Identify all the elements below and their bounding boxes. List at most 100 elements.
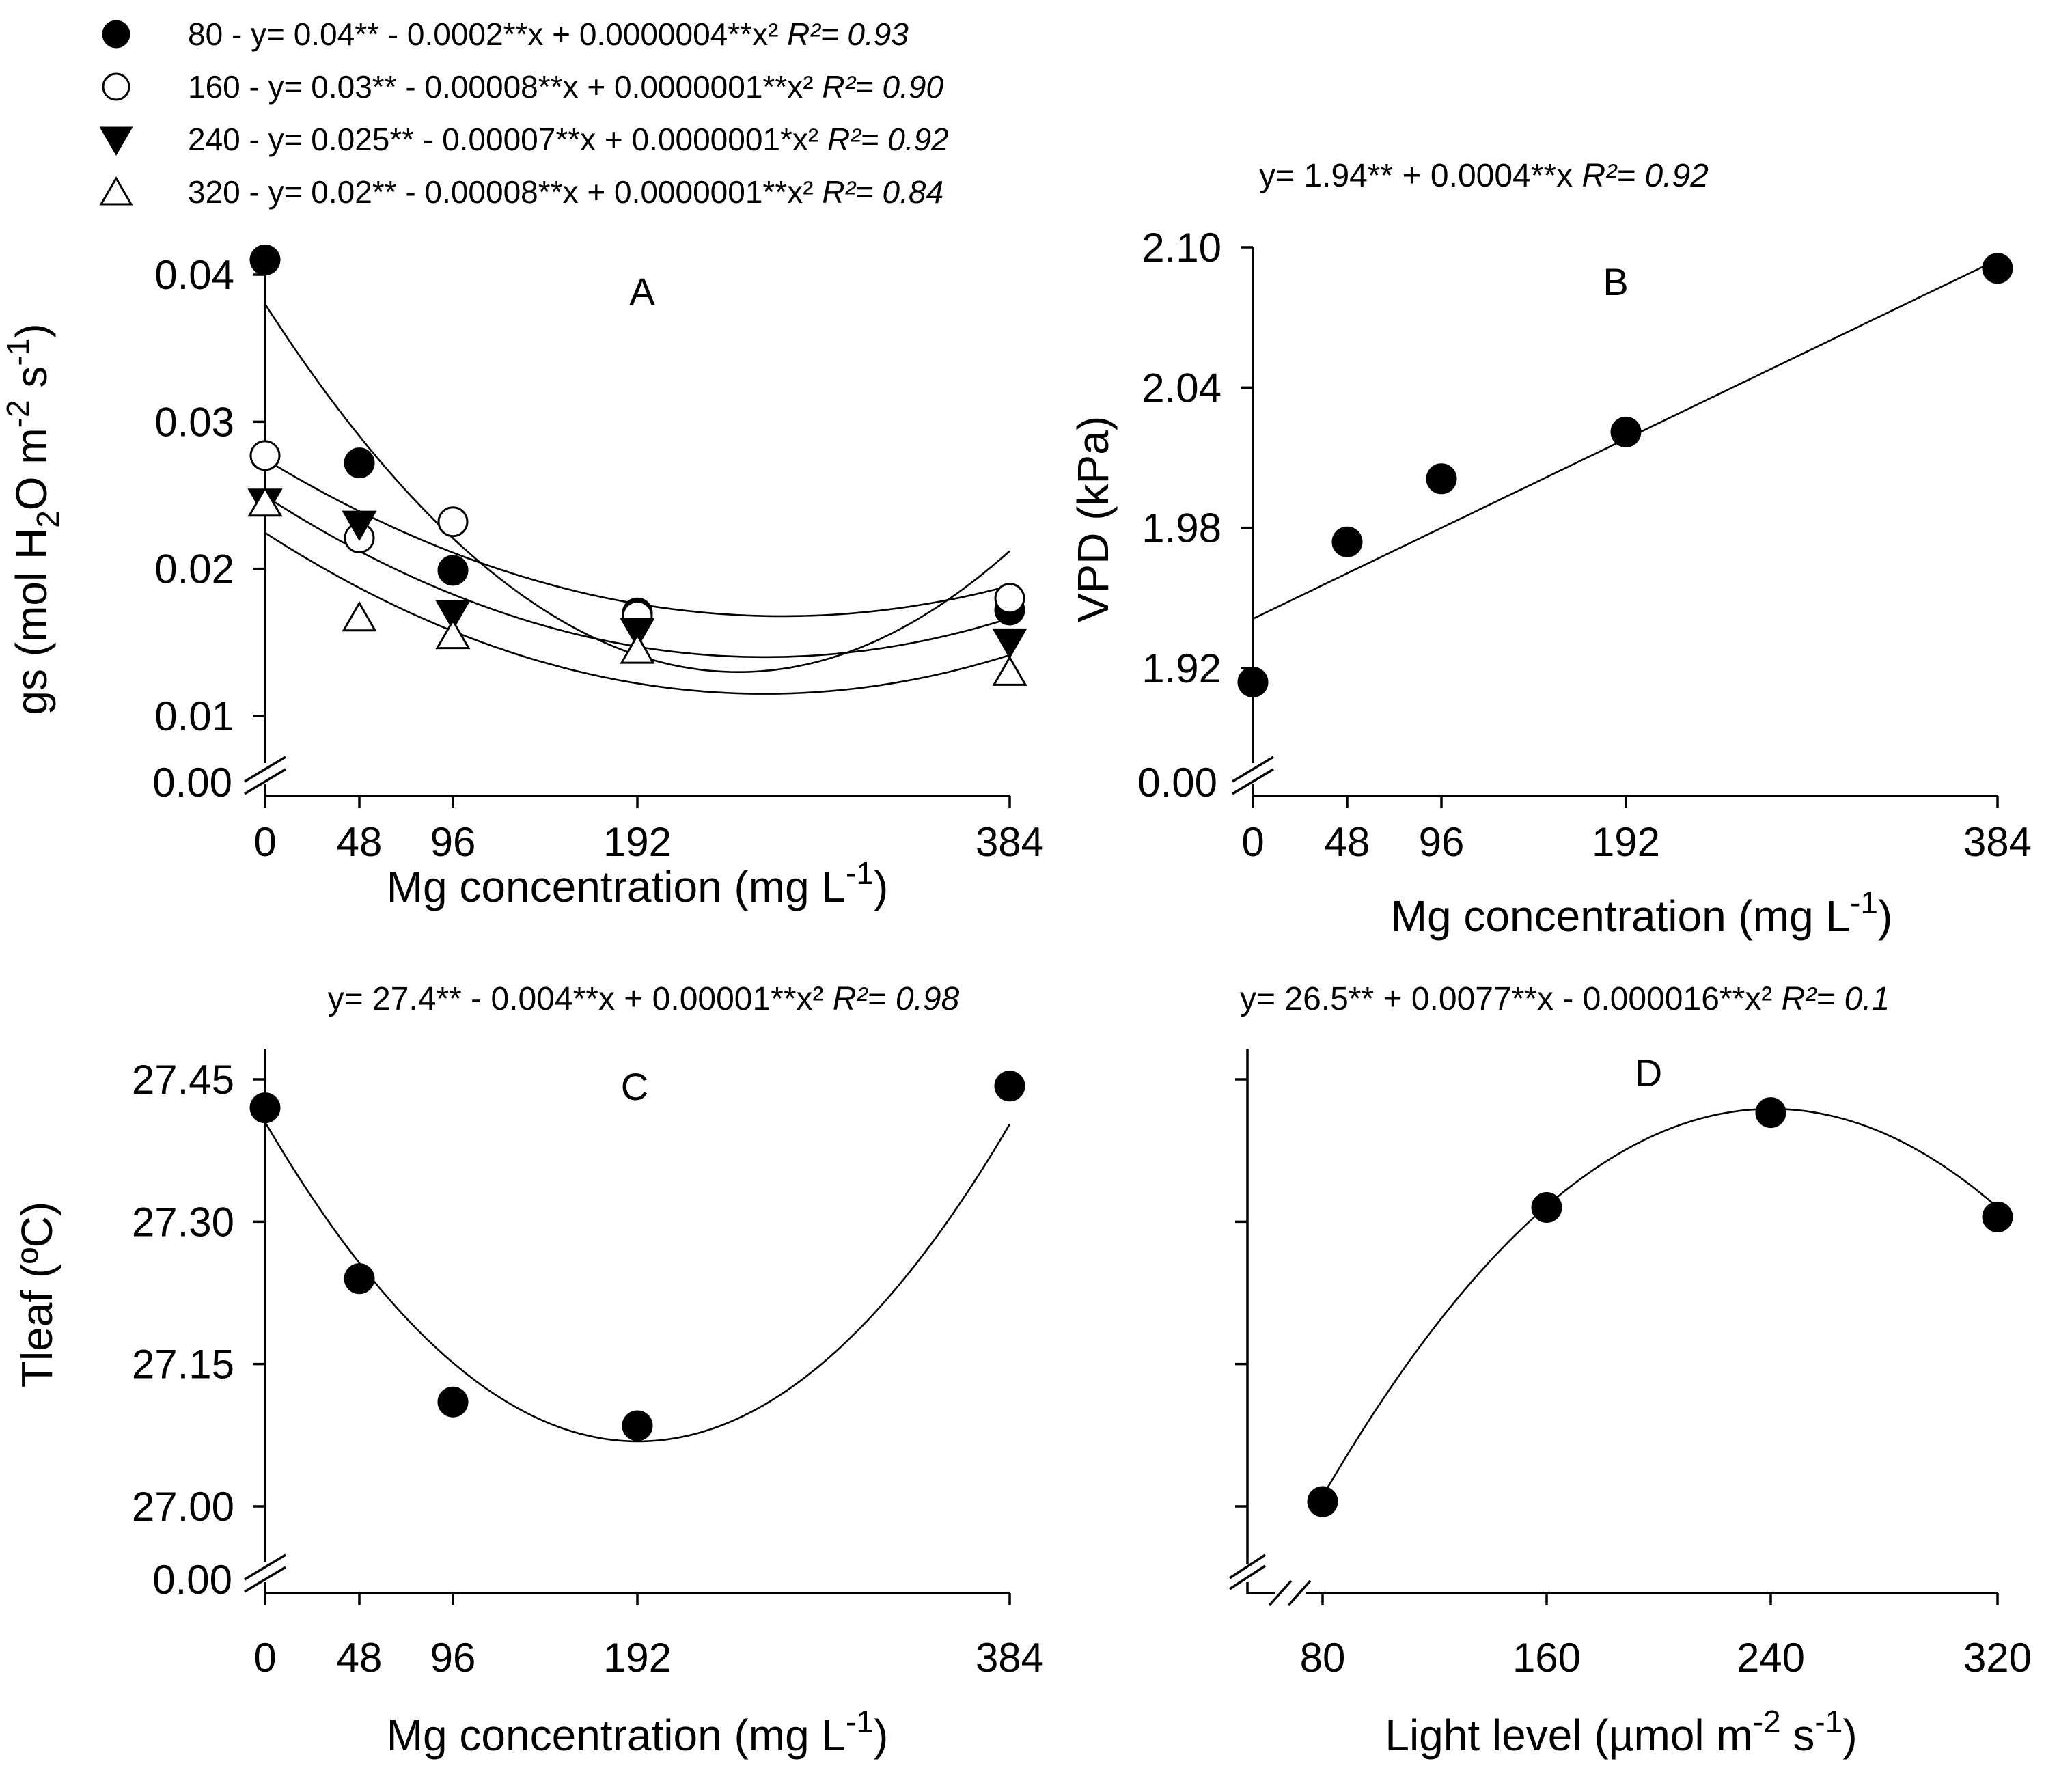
legend-marker-160 [102,72,130,101]
panel-b-label: B [1603,260,1628,303]
x-tick-label: 48 [337,819,383,865]
panel-c-y-axis [264,1049,1010,1594]
data-point-320 [342,600,377,632]
panel-a-axis-break [244,756,286,795]
data-point-Tleaf [249,1092,281,1124]
fit-curve-Tleaf [1321,1107,1998,1497]
panel-b-y-break-label: 0.00 [1137,760,1217,805]
x-tick-label: 96 [430,819,476,865]
data-point-80 [344,447,375,479]
x-tick-label: 160 [1512,1635,1581,1681]
panel-b-y-axis-title: VPD (kPa) [1068,416,1118,622]
x-tick-label: 96 [430,1635,476,1681]
data-point-Tleaf [344,1263,375,1295]
data-point-Tleaf [1307,1486,1338,1517]
legend-text-80: 80 - y= 0.04** - 0.0002**x + 0.0000004**… [188,16,909,52]
y-tick-label: 27.15 [132,1342,234,1387]
legend-text-160: 160 - y= 0.03** - 0.00008**x + 0.0000001… [188,69,943,105]
data-point-Tleaf [622,1410,653,1441]
panel-b-y-ticks: 2.10 2.04 1.98 1.92 [1142,225,1253,691]
x-tick-label: 96 [1419,819,1465,865]
y-tick-label: 2.04 [1142,365,1221,411]
panel-c-points [249,1071,1025,1441]
legend-marker-80 [102,20,130,49]
x-tick-label: 192 [1592,819,1660,865]
y-tick-label: 2.10 [1142,225,1221,271]
data-point-240 [992,628,1027,659]
y-tick-label: 1.92 [1142,646,1221,691]
fit-curve-Tleaf [264,1121,1011,1443]
data-point-Tleaf [437,1386,469,1418]
panel-a-y-axis [264,247,1010,797]
legend-text-320: 320 - y= 0.02** - 0.00008**x + 0.0000001… [188,174,943,210]
panel-c-fit-curve [264,1121,1011,1443]
y-tick-label: 0.01 [154,693,234,739]
x-tick-label: 384 [976,1635,1044,1681]
panel-c-label: C [621,1065,648,1108]
fit-curve-160 [264,458,1010,618]
x-tick-label: 0 [253,819,276,865]
panel-c-x-ticks: 0 48 96 192 384 [253,1593,1044,1681]
panel-a-label: A [629,270,655,313]
x-tick-label: 48 [337,1635,383,1681]
data-point-VPD [1982,253,2013,284]
panel-a-y-axis-title: gs (mol H2O m-2 s-1) [0,323,66,715]
data-point-320 [435,618,471,650]
y-tick-label: 1.98 [1142,506,1221,551]
panel-c-y-axis-title: Tleaf (ºC) [12,1202,61,1387]
panel-d: y= 26.5** + 0.0077**x - 0.000016**x² R²=… [1229,981,2032,1760]
panel-d-y-axis [1246,1049,1998,1594]
legend-marker-240 [99,126,133,156]
panel-b-points [1237,253,2013,698]
panel-a-x-ticks: 0 48 96 192 384 [253,796,1044,865]
data-point-160 [249,440,281,471]
x-tick-label: 384 [976,819,1044,865]
data-point-240 [620,618,655,649]
x-tick-label: 0 [253,1635,276,1681]
y-tick-label: 0.04 [154,252,234,298]
panel-b-axis-break [1232,756,1274,795]
data-point-Tleaf [1531,1192,1562,1223]
data-point-320 [247,486,283,517]
y-tick-label: 27.30 [132,1199,234,1245]
panel-d-fit-curve [1321,1107,1998,1497]
panel-d-x-ticks: 80 160 240 320 [1300,1593,2032,1681]
y-tick-label: 27.00 [132,1484,234,1530]
panel-a-y-break-label: 0.00 [152,760,232,805]
panel-b-x-ticks: 0 48 96 192 384 [1241,796,2032,865]
panel-a: A 0.04 0.03 0.02 0.01 0.00 0 48 96 192 384 Mg c… [0,244,1044,911]
panel-c: y= 27.4** - 0.004**x + 0.00001**x² R²= 0… [12,981,1044,1760]
data-point-240 [342,510,377,542]
panel-b-x-axis-title: Mg concentration (mg L-1) [1391,885,1893,941]
y-tick-label: 0.02 [154,547,234,592]
y-tick-label: 0.03 [154,399,234,445]
data-point-80 [249,244,281,275]
panel-d-points [1307,1097,2013,1517]
panel-c-y-ticks: 27.45 27.30 27.15 27.00 [132,1057,265,1530]
data-point-240 [435,600,471,631]
panel-a-points [247,244,1027,686]
x-tick-label: 0 [1241,819,1264,865]
data-point-Tleaf [1755,1097,1786,1129]
panel-c-y-break-label: 0.00 [152,1557,232,1603]
x-tick-label: 240 [1737,1635,1805,1681]
x-tick-label: 320 [1963,1635,2032,1681]
data-point-80 [437,555,469,586]
x-tick-label: 192 [603,819,672,865]
data-point-VPD [1610,416,1642,447]
data-point-160 [994,583,1025,614]
data-point-320 [620,633,655,664]
x-tick-label: 192 [603,1635,672,1681]
data-point-VPD [1426,463,1457,495]
data-point-Tleaf [994,1071,1025,1102]
panel-d-x-axis-title: Light level (µmol m-2 s-1) [1385,1704,1857,1760]
x-tick-label: 384 [1963,819,2032,865]
legend-marker-320 [99,176,133,206]
panel-c-axis-break [244,1553,286,1593]
panel-b-y-axis [1252,247,1998,797]
legend-text-240: 240 - y= 0.025** - 0.00007**x + 0.000000… [188,122,949,157]
data-point-320 [992,655,1027,686]
panel-d-label: D [1635,1051,1662,1094]
panel-d-axis-break [1229,1553,1312,1607]
